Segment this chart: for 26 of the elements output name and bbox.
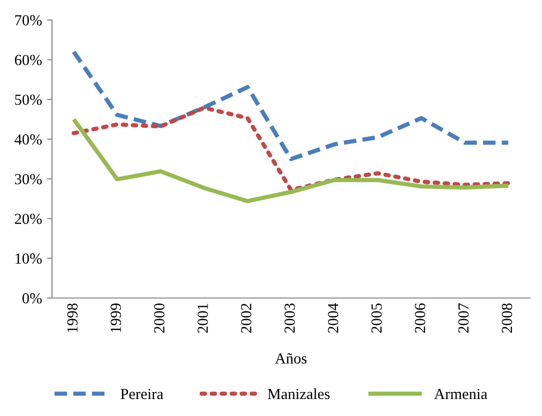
x-tick-label: 2000 bbox=[154, 303, 164, 333]
x-tick-label: 1999 bbox=[110, 303, 122, 332]
x-tick-label: 2004 bbox=[328, 303, 338, 333]
x-tick-label: 2002 bbox=[241, 304, 252, 333]
line-series bbox=[72, 117, 510, 204]
x-tick-label: 2005 bbox=[371, 303, 382, 333]
legend-label: Manizales bbox=[268, 388, 330, 400]
y-tick-label: 30% bbox=[15, 174, 42, 184]
x-tick-label: 1998 bbox=[67, 303, 78, 332]
x-axis-title: Años bbox=[275, 353, 307, 364]
y-tick-label: 50% bbox=[15, 94, 42, 105]
y-tick-label: 10% bbox=[16, 253, 42, 264]
x-tick-label: 2001 bbox=[198, 304, 208, 333]
x-tick-label: 2007 bbox=[458, 303, 469, 333]
line-series bbox=[72, 50, 510, 162]
x-tick-label: 2003 bbox=[284, 303, 295, 333]
x-tick-label: 2006 bbox=[414, 303, 426, 333]
y-tick-label: 0% bbox=[22, 293, 42, 304]
legend-label: Pereira bbox=[120, 388, 164, 400]
x-tick-label: 2008 bbox=[502, 303, 512, 333]
y-tick-label: 70% bbox=[15, 15, 42, 26]
y-tick-label: 60% bbox=[14, 54, 42, 66]
line-series bbox=[72, 106, 510, 192]
legend-label: Armenia bbox=[434, 388, 488, 400]
y-tick-label: 20% bbox=[14, 214, 42, 224]
y-tick-label: 40% bbox=[14, 134, 42, 145]
